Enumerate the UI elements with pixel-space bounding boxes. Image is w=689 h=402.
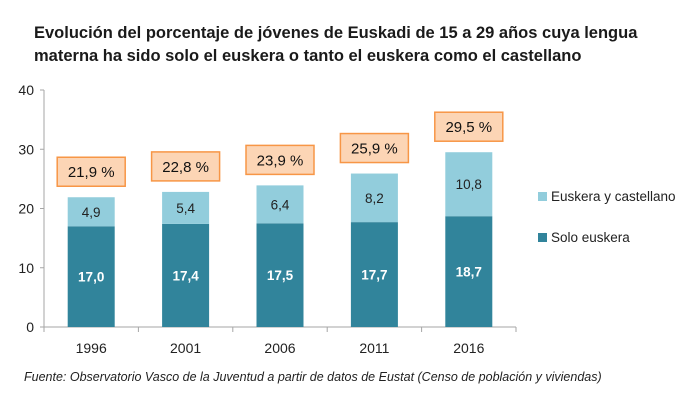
total-label: 25,9 % — [351, 141, 398, 158]
bar-solo-euskera — [67, 226, 115, 327]
chart-title: Evolución del porcentaje de jóvenes de E… — [34, 24, 638, 65]
data-label: 5,4 — [176, 201, 195, 216]
x-tick-label: 2006 — [264, 340, 295, 356]
bar-solo-euskera — [256, 223, 304, 327]
data-label: 6,4 — [271, 197, 290, 212]
data-label: 17,4 — [172, 268, 199, 283]
x-tick-label: 2001 — [170, 340, 201, 356]
bar-solo-euskera — [445, 216, 493, 327]
y-tick-label: 30 — [18, 141, 34, 157]
legend-swatch — [538, 233, 547, 242]
data-label: 18,7 — [456, 265, 482, 280]
total-box — [150, 151, 221, 182]
x-tick-label: 1996 — [76, 340, 107, 356]
total-label: 29,5 % — [445, 119, 492, 136]
data-label: 8,2 — [365, 191, 384, 206]
bar-solo-euskera — [162, 223, 210, 327]
y-tick-label: 40 — [18, 82, 34, 98]
data-label: 17,7 — [361, 268, 387, 283]
bar-euskera-y-castellano — [162, 191, 210, 224]
bar-solo-euskera — [350, 222, 398, 327]
x-tick-label: 2011 — [359, 340, 389, 356]
total-label: 23,9 % — [257, 152, 304, 169]
data-label: 10,8 — [456, 177, 482, 192]
y-tick-label: 0 — [26, 319, 34, 335]
bar-euskera-y-castellano — [445, 152, 493, 217]
bar-euskera-y-castellano — [350, 173, 398, 223]
total-label: 22,8 % — [162, 159, 209, 176]
total-box — [434, 111, 504, 142]
legend-label: Solo euskera — [551, 230, 630, 245]
data-label: 17,0 — [78, 270, 104, 285]
legend-swatch — [538, 192, 547, 201]
y-tick-label: 10 — [18, 260, 34, 276]
total-box — [56, 156, 126, 187]
total-box — [339, 132, 410, 164]
total-label: 21,9 % — [68, 164, 115, 181]
bar-euskera-y-castellano — [256, 185, 304, 224]
data-label: 17,5 — [267, 268, 294, 283]
chart-source: Fuente: Observatorio Vasco de la Juventu… — [24, 370, 602, 384]
total-box — [245, 144, 315, 176]
legend-label: Euskera y castellano — [551, 189, 676, 204]
y-tick-label: 20 — [18, 201, 34, 217]
x-tick-label: 2016 — [453, 340, 484, 356]
bar-euskera-y-castellano — [67, 197, 115, 227]
data-label: 4,9 — [82, 205, 101, 220]
